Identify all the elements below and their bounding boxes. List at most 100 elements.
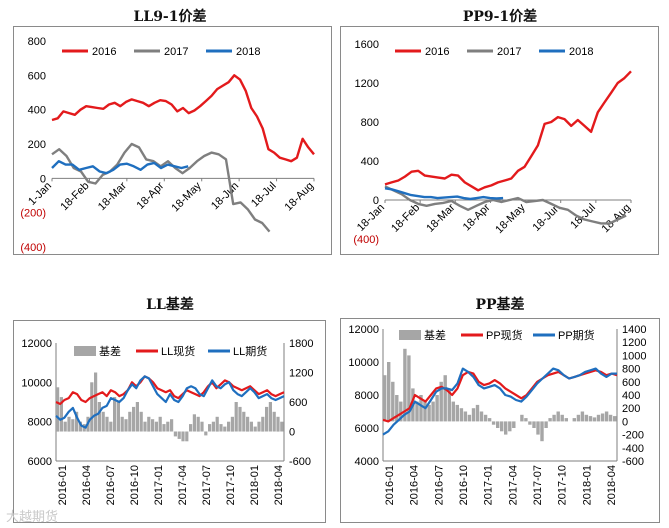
basis-bar xyxy=(185,431,189,442)
x-tick-label: 2017-07 xyxy=(201,465,213,505)
basis-bar xyxy=(588,416,593,422)
x-tick-label: 2016-04 xyxy=(409,465,421,505)
basis-bar xyxy=(78,421,82,432)
basis-bar xyxy=(128,411,132,432)
x-tick-label: 18-Feb xyxy=(389,202,422,235)
basis-bar xyxy=(124,419,128,432)
y-right-tick-label: 1400 xyxy=(622,324,646,336)
x-tick-label: 18-Feb xyxy=(58,180,91,213)
basis-bar xyxy=(242,411,246,432)
series-line-2016 xyxy=(384,70,632,192)
x-tick-label: 2018-01 xyxy=(581,465,593,505)
basis-bar xyxy=(475,404,480,422)
x-tick-label: 2016-04 xyxy=(81,465,93,505)
basis-bar xyxy=(399,401,403,422)
basis-bar xyxy=(435,395,439,422)
x-tick-label: 18-Apr xyxy=(135,180,167,212)
chart-panel-ll91: 800 600 400 200 0 (200) (400) 1-Jan 18-Feb 18-Mar… xyxy=(13,26,332,255)
y-tick-label: 0 xyxy=(40,173,46,185)
basis-bar xyxy=(544,421,548,428)
y-right-tick-label: 800 xyxy=(622,364,640,376)
basis-bar xyxy=(234,402,238,432)
basis-bar xyxy=(395,395,399,422)
x-tick-label: 18-Jul xyxy=(568,202,598,232)
basis-bar xyxy=(451,401,455,422)
y-tick-label: 800 xyxy=(28,36,46,48)
basis-bar xyxy=(223,426,227,432)
basis-bar xyxy=(208,424,212,432)
chart-panel-pp91: 1600 1200 800 400 0 (400) 18-Jan 18-Feb 18-Mar 18… xyxy=(340,26,659,255)
legend-label-2017: 2017 xyxy=(497,46,521,58)
basis-bar xyxy=(491,421,496,425)
y-left-tick-label: 6000 xyxy=(355,423,379,435)
basis-bar xyxy=(143,421,147,432)
basis-bar xyxy=(520,414,524,422)
legend-swatch-基差 xyxy=(399,330,421,340)
basis-bar xyxy=(147,416,151,432)
watermark-text: 大越期货 xyxy=(6,510,59,525)
basis-bar xyxy=(419,395,423,422)
y-tick-label: 800 xyxy=(361,117,379,129)
basis-bar xyxy=(443,375,447,422)
basis-bar xyxy=(253,426,257,432)
basis-bar xyxy=(391,381,395,422)
y-right-tick-label: 1800 xyxy=(289,338,313,350)
basis-bar xyxy=(162,424,166,432)
basis-bar xyxy=(219,424,223,432)
basis-bar xyxy=(261,416,265,432)
chart-title-pp-basis: PP基差 xyxy=(475,297,525,313)
basis-bar xyxy=(415,401,419,422)
basis-bar xyxy=(508,421,512,432)
basis-bar xyxy=(75,411,79,432)
basis-bar xyxy=(556,411,560,422)
basis-bar xyxy=(387,362,391,422)
basis-bar xyxy=(447,388,451,422)
series-line-2018 xyxy=(51,160,189,175)
basis-bar xyxy=(540,421,544,442)
chart-panel-ll-basis: 12000 10000 8000 6000 1800 1200 600 0 -600 2016-0… xyxy=(13,320,326,523)
basis-bar xyxy=(67,416,71,432)
y-right-tick-label: 1200 xyxy=(289,368,313,380)
basis-bar xyxy=(576,414,581,422)
basis-bar xyxy=(139,411,143,432)
legend-label-2018: 2018 xyxy=(569,46,593,58)
y-right-tick-label: 1000 xyxy=(622,350,646,362)
y-right-tick-label: 0 xyxy=(289,427,295,439)
x-tick-label: 2017-01 xyxy=(483,465,495,505)
x-tick-label: 2017-10 xyxy=(557,465,569,505)
y-left-tick-label: 4000 xyxy=(355,456,379,468)
basis-bar xyxy=(211,421,215,432)
basis-bar xyxy=(265,406,269,432)
basis-bar xyxy=(105,416,109,432)
series-line-LL现货 xyxy=(55,375,285,406)
series-line-LL期货 xyxy=(55,375,285,429)
chart-title-pp91: PP9-1价差 xyxy=(462,9,538,25)
y-right-tick-label: -600 xyxy=(622,456,644,468)
x-tick-label: 2017-04 xyxy=(177,465,189,505)
x-tick-label: 18-Mar xyxy=(96,180,129,213)
y-right-tick-label: -600 xyxy=(289,456,311,468)
basis-bar xyxy=(479,411,484,422)
basis-bar xyxy=(120,416,124,432)
y-tick-label: 600 xyxy=(28,70,46,82)
basis-bar xyxy=(246,416,250,432)
basis-bar xyxy=(204,431,208,436)
x-tick-label: 2017-04 xyxy=(507,465,519,505)
basis-bar xyxy=(536,421,540,435)
y-left-tick-label: 10000 xyxy=(348,357,379,369)
basis-bar xyxy=(463,411,468,422)
basis-bar xyxy=(483,414,488,422)
basis-bar xyxy=(63,421,67,432)
series-line-2016 xyxy=(51,74,315,163)
x-tick-label: 2018-01 xyxy=(249,465,261,505)
basis-bar xyxy=(71,419,75,432)
basis-bar xyxy=(496,421,500,428)
basis-bar xyxy=(600,413,605,422)
basis-bar xyxy=(170,419,174,432)
basis-bar xyxy=(272,411,276,432)
basis-bar xyxy=(109,421,113,432)
y-right-tick-label: 0 xyxy=(622,416,628,428)
basis-bar xyxy=(467,414,472,422)
basis-bar xyxy=(439,381,443,422)
x-tick-label: 2017-10 xyxy=(225,465,237,505)
